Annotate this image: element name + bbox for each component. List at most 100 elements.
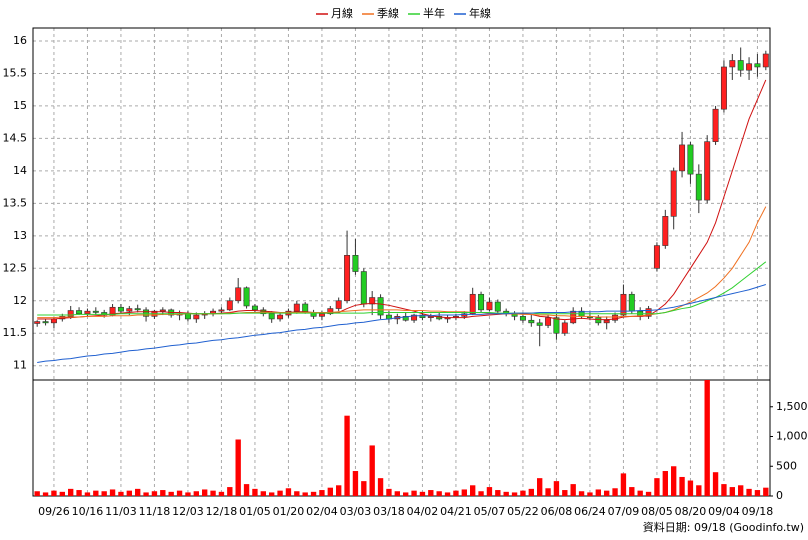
candle-body — [226, 300, 233, 311]
x-tick-label: 09/26 — [38, 505, 70, 518]
volume-bar — [654, 478, 660, 496]
volume-bar — [503, 491, 509, 496]
candle-body — [327, 308, 334, 315]
candle-body — [645, 308, 652, 317]
volume-bar — [495, 490, 501, 496]
ma-line — [37, 79, 767, 321]
volume-bar — [310, 491, 317, 496]
candle-body — [318, 313, 325, 317]
candle-body — [704, 141, 711, 201]
volume-bar — [59, 491, 65, 496]
candle-body — [293, 303, 300, 312]
candle-body — [76, 310, 83, 315]
y-tick-label: 11.5 — [3, 326, 28, 339]
x-tick-label: 03/03 — [340, 505, 372, 518]
x-tick-label: 04/21 — [440, 505, 472, 518]
volume-bar — [93, 490, 99, 496]
x-tick-label: 12/18 — [206, 505, 238, 518]
candle-body — [612, 314, 619, 321]
candle-body — [494, 301, 501, 312]
candle-body — [352, 255, 359, 272]
volume-bar — [126, 490, 132, 496]
candle-body — [695, 173, 702, 201]
volume-bar — [243, 484, 250, 496]
volume-bar — [436, 491, 442, 496]
volume-bar — [202, 489, 208, 496]
volume-bar — [545, 488, 551, 496]
volume-bar — [738, 485, 744, 496]
y-tick-label: 15 — [13, 99, 27, 112]
y-tick-label: 15.5 — [3, 66, 28, 79]
candle-body — [411, 314, 418, 321]
candle-body — [746, 63, 753, 71]
candle-body — [218, 309, 225, 312]
volume-bar — [151, 491, 158, 496]
x-tick-label: 05/07 — [474, 505, 506, 518]
volume-bar — [403, 492, 409, 496]
volume-bar — [51, 490, 57, 496]
volume-frame — [32, 379, 771, 497]
candle-body — [277, 314, 284, 320]
volume-tick-label: 0 — [776, 489, 783, 502]
y-tick-label: 11 — [13, 359, 27, 372]
candle-body — [92, 310, 99, 313]
volume-bar — [470, 485, 476, 496]
volume-bar — [84, 492, 91, 496]
candle-body — [34, 321, 41, 324]
volume-bar — [352, 471, 359, 496]
volume-bar — [344, 415, 350, 496]
volume-bar — [168, 491, 174, 496]
volume-bar — [394, 491, 400, 496]
candle-body — [595, 317, 602, 324]
volume-bar — [461, 489, 467, 496]
candle-body — [486, 301, 493, 311]
candle-body — [344, 255, 351, 302]
candle-body — [729, 60, 736, 68]
candle-body — [42, 321, 49, 324]
volume-bar — [612, 488, 618, 496]
volume-bar — [218, 491, 225, 496]
volume-bar — [687, 480, 694, 496]
x-tick-label: 06/08 — [541, 505, 573, 518]
volume-bar — [537, 478, 543, 496]
candle-body — [427, 316, 434, 318]
volume-bar — [595, 489, 601, 496]
volume-bar — [637, 490, 643, 496]
x-tick-label: 09/18 — [742, 505, 774, 518]
volume-bar — [118, 491, 124, 496]
candle-body — [519, 316, 526, 321]
volume-bar — [336, 485, 342, 496]
candle-body — [193, 314, 200, 320]
candle-body — [335, 300, 342, 309]
x-tick-label: 09/04 — [708, 505, 740, 518]
volume-bar — [160, 490, 166, 496]
candle-body — [561, 322, 568, 334]
candle-body — [369, 297, 376, 305]
legend-label: 半年 — [423, 6, 445, 20]
x-tick-label: 12/03 — [172, 505, 204, 518]
candle-body — [679, 144, 686, 172]
candle-body — [754, 63, 761, 68]
volume-bar — [729, 487, 735, 496]
candle-body — [143, 309, 150, 317]
volume-bar — [444, 492, 451, 496]
x-tick-label: 01/20 — [273, 505, 305, 518]
volume-bar — [42, 492, 49, 496]
volume-bar — [511, 492, 518, 496]
candle-body — [377, 297, 384, 316]
volume-bar — [671, 466, 677, 496]
candle-body — [109, 306, 116, 316]
candle-body — [628, 293, 635, 312]
candle-body — [712, 108, 719, 142]
x-tick-label: 11/18 — [139, 505, 171, 518]
candle-body — [603, 319, 610, 324]
volume-tick-label: 1,000 — [776, 430, 808, 443]
volume-bar — [327, 487, 333, 496]
candle-body — [570, 310, 577, 324]
x-tick-label: 03/18 — [373, 505, 405, 518]
volume-bar — [369, 445, 375, 496]
candle-body — [184, 313, 191, 320]
candle-body — [268, 313, 275, 320]
volume-bar — [386, 488, 392, 496]
